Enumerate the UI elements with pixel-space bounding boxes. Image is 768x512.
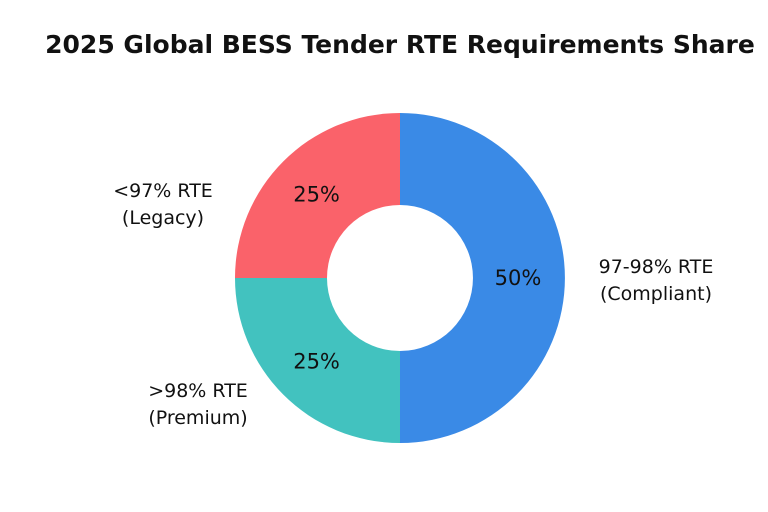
- slice-category-label-line: (Premium): [148, 407, 247, 429]
- slice-category-label-line: <97% RTE: [113, 180, 213, 202]
- slice-category-label-line: >98% RTE: [148, 380, 248, 402]
- slice-value-labels: 50% 25% 25%: [293, 183, 541, 374]
- chart-title: 2025 Global BESS Tender RTE Requirements…: [45, 30, 755, 59]
- slice-category-label: <97% RTE (Legacy): [113, 180, 213, 229]
- slice-category-label-line: (Compliant): [600, 283, 712, 305]
- slice-value-label: 50%: [495, 266, 542, 290]
- donut-slice: [400, 113, 565, 443]
- slice-category-label: >98% RTE (Premium): [148, 380, 248, 429]
- slice-category-label: 97-98% RTE (Compliant): [599, 256, 714, 305]
- slice-category-labels: 97-98% RTE (Compliant) >98% RTE (Premium) <9…: [113, 180, 713, 429]
- donut-slice: [235, 278, 400, 443]
- slice-category-label-line: (Legacy): [122, 207, 204, 229]
- slice-value-label: 25%: [293, 183, 340, 207]
- donut-slice: [235, 113, 400, 278]
- slice-value-label: 25%: [293, 349, 340, 373]
- slice-category-label-line: 97-98% RTE: [599, 256, 714, 278]
- donut-slices: [235, 113, 565, 443]
